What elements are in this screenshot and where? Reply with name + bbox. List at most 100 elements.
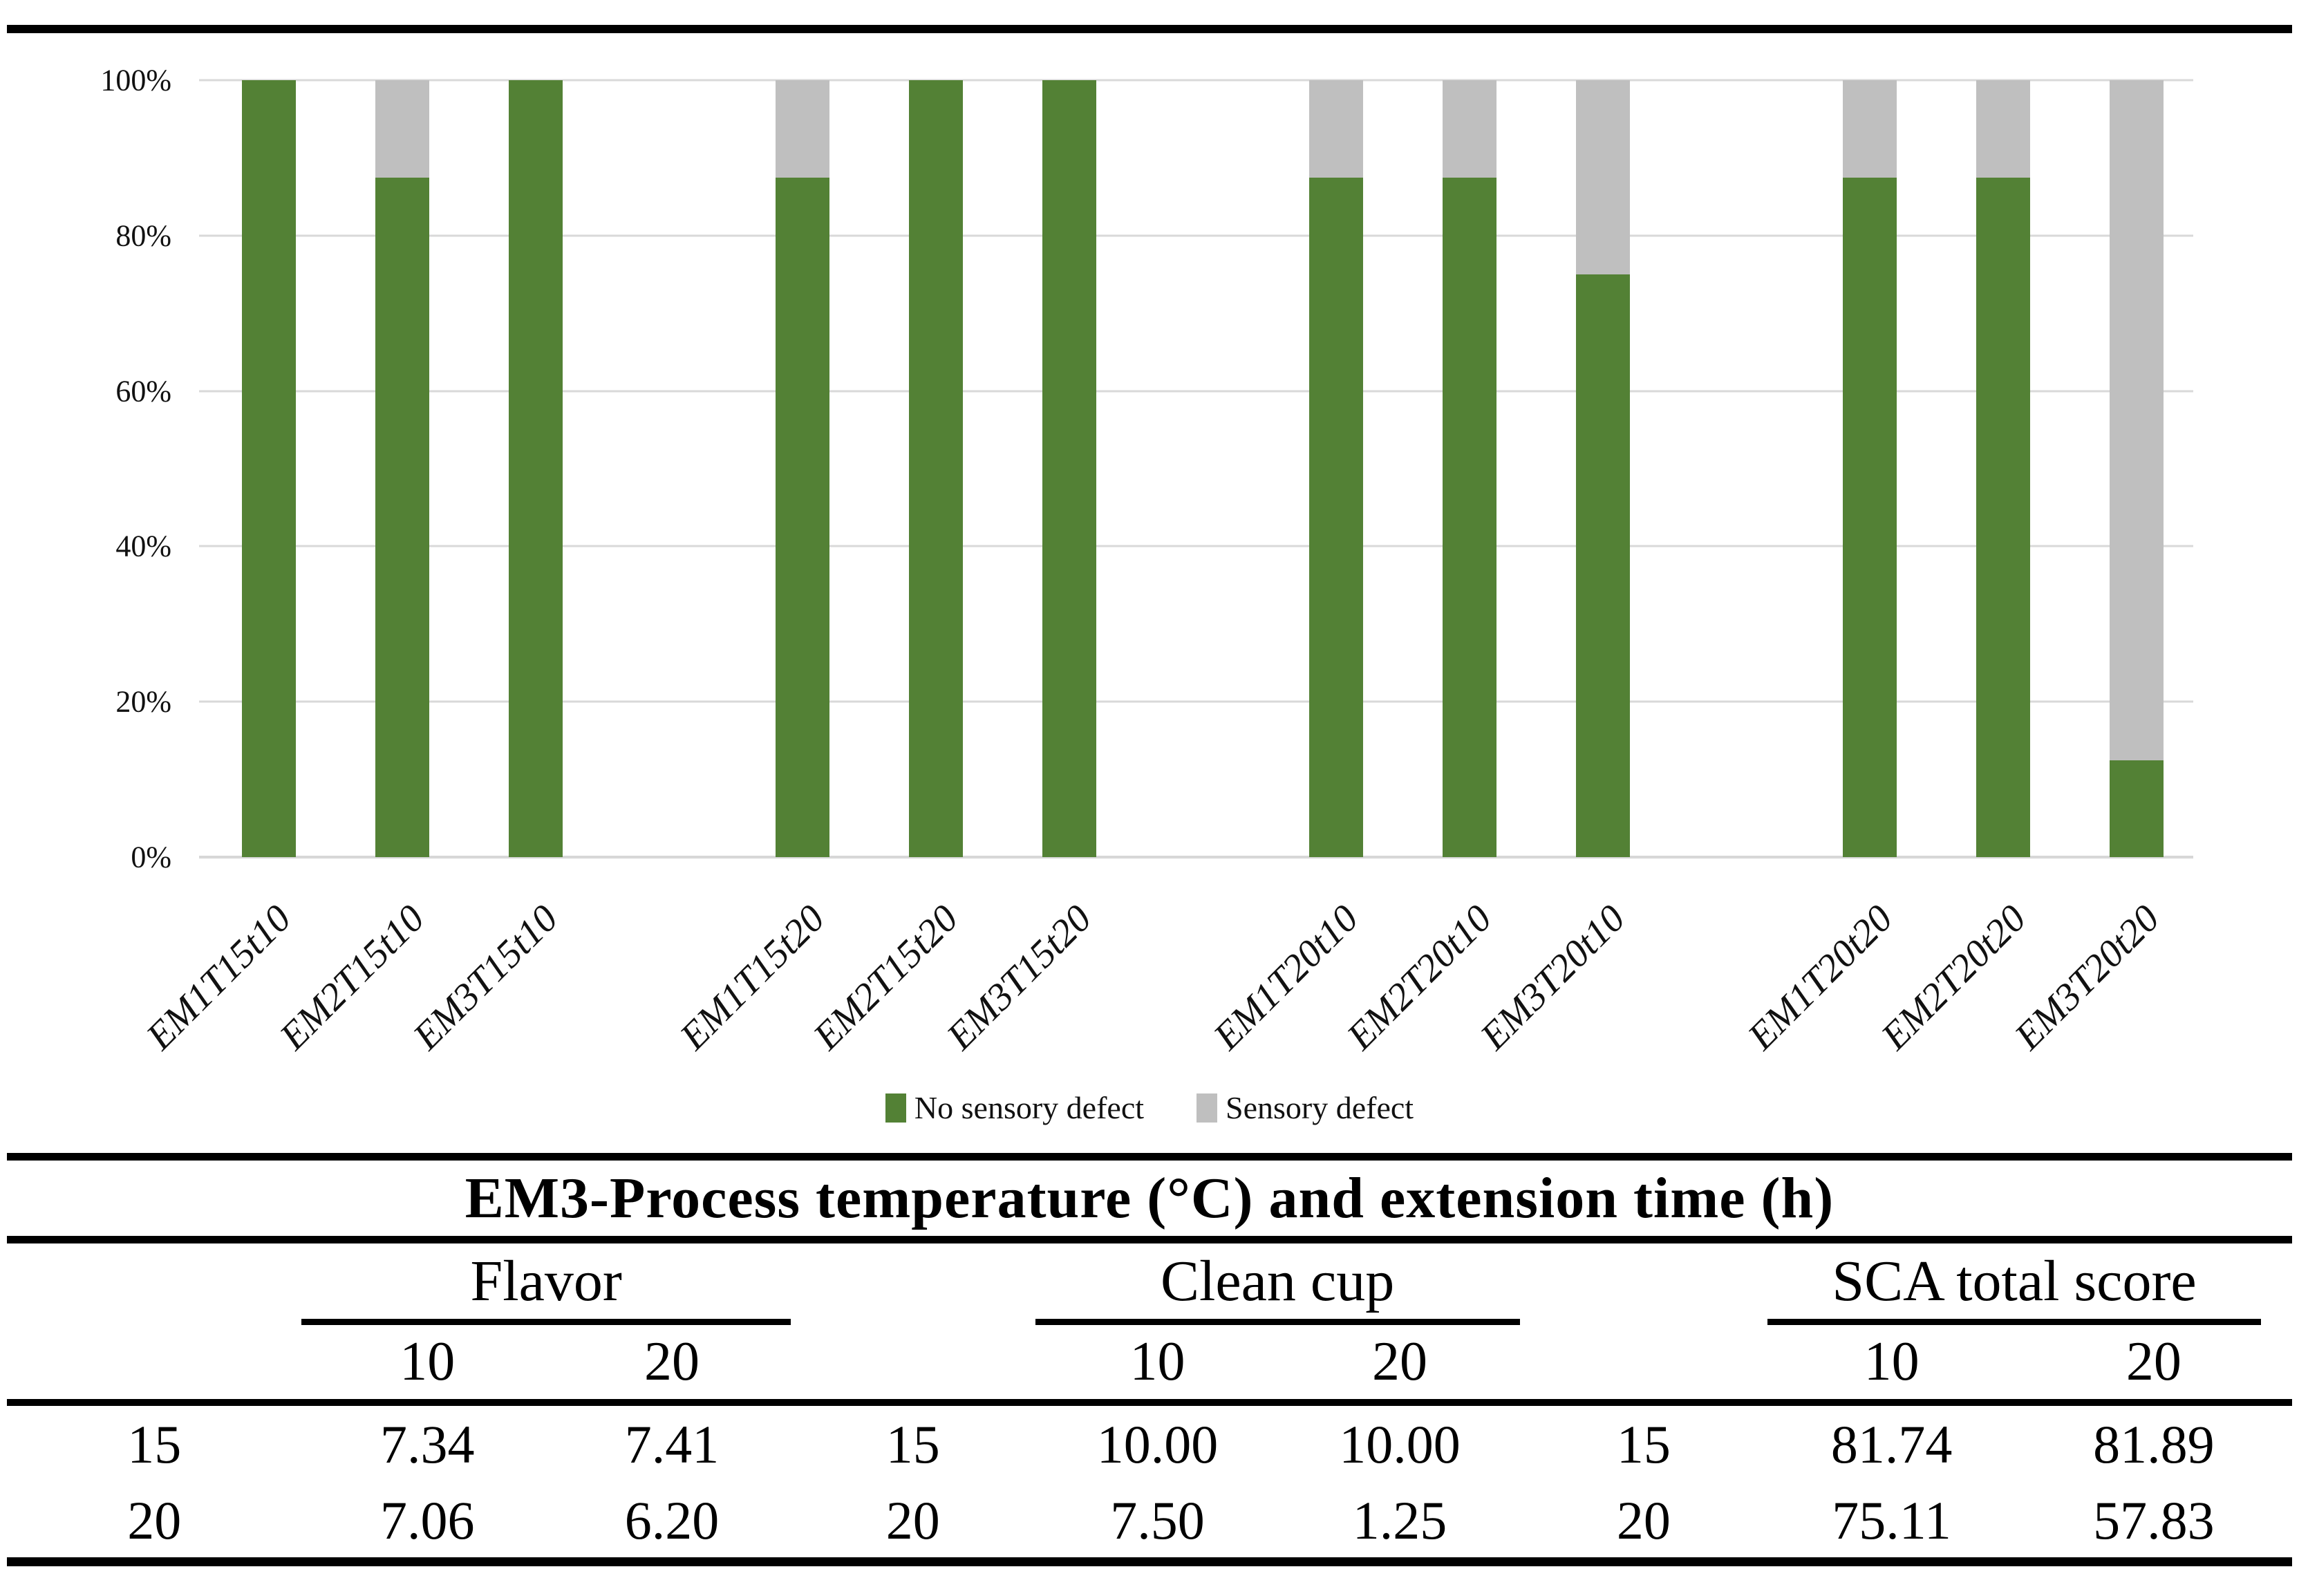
subheader-cleancup-10: 10 <box>1129 1331 1185 1392</box>
bar-segment-sensory-defect <box>776 80 829 178</box>
subheader-spacer <box>7 1325 301 1399</box>
table-cell: 15 <box>127 1414 182 1474</box>
table-cell: 81.74 <box>1830 1414 1953 1474</box>
y-tick-label: 40% <box>115 529 171 563</box>
table-cell: 7.41 <box>624 1414 720 1474</box>
legend-label: No sensory defect <box>914 1090 1145 1125</box>
header-rule <box>7 1399 2292 1406</box>
subheader-cleancup-20: 20 <box>1371 1331 1427 1392</box>
bar-em1t15t20 <box>776 80 829 857</box>
subheader-flavor-20: 20 <box>644 1331 700 1392</box>
x-tick-label: EM1T15t10 <box>138 896 300 1058</box>
table-cell: 20 <box>1616 1490 1671 1550</box>
bar-em3t20t20 <box>2110 80 2164 857</box>
table-cell: 75.11 <box>1832 1490 1951 1550</box>
plot-area <box>199 79 2193 858</box>
y-tick-label: 80% <box>115 218 171 253</box>
bar-segment-no-sensory-defect <box>909 80 963 857</box>
bottom-rule <box>7 1557 2292 1566</box>
gridline <box>199 234 2193 237</box>
header-spacer <box>1520 1243 1768 1325</box>
table-cell: 15 <box>885 1414 940 1474</box>
bar-segment-sensory-defect <box>1309 80 1363 178</box>
x-tick-label: EM2T15t20 <box>805 896 967 1058</box>
table-cell: 10.00 <box>1096 1414 1219 1474</box>
table-cell: 57.83 <box>2093 1490 2215 1550</box>
bar-segment-sensory-defect <box>1843 80 1897 178</box>
bar-segment-no-sensory-defect <box>509 80 563 857</box>
table-cell: 81.89 <box>2093 1414 2215 1474</box>
x-tick-label: EM1T15t20 <box>672 896 834 1058</box>
x-axis-labels: EM1T15t10 EM2T15t10 EM3T15t10 EM1T15t20 EM2T… <box>138 896 2193 1090</box>
bar-em3t15t10 <box>509 80 563 857</box>
bar-em1t20t10 <box>1309 80 1363 857</box>
table-cell: 1.25 <box>1352 1490 1447 1550</box>
x-tick-label: EM3T20t20 <box>2006 896 2168 1058</box>
gridline <box>199 79 2193 82</box>
bar-em3t20t10 <box>1576 80 1630 857</box>
bar-segment-sensory-defect <box>375 80 429 178</box>
bar-em2t15t20 <box>909 80 963 857</box>
bar-segment-no-sensory-defect <box>1309 177 1363 857</box>
bar-em1t15t10 <box>242 80 296 857</box>
bar-em2t20t10 <box>1443 80 1496 857</box>
header-spacer <box>7 1243 301 1325</box>
legend-swatch <box>885 1093 906 1123</box>
gridline <box>199 700 2193 703</box>
y-axis: 100% 80% 60% 40% 20% 0% <box>0 64 174 874</box>
bar-segment-no-sensory-defect <box>1576 274 1630 857</box>
legend-label: Sensory defect <box>1226 1090 1414 1125</box>
legend: No sensory defect Sensory defect <box>0 1089 2299 1126</box>
x-tick-label: EM3T20t10 <box>1472 896 1634 1058</box>
bar-segment-no-sensory-defect <box>1042 80 1096 857</box>
legend-item: Sensory defect <box>1197 1089 1414 1126</box>
gridline <box>199 856 2193 858</box>
bar-em2t20t20 <box>1976 80 2030 857</box>
bar-segment-sensory-defect <box>1443 80 1496 178</box>
header-spacer <box>791 1243 1035 1325</box>
subheader-spacer <box>1520 1325 1768 1399</box>
legend-swatch <box>1197 1093 1218 1123</box>
subheader-flavor-10: 10 <box>400 1331 456 1392</box>
x-tick-label: EM1T20t10 <box>1205 896 1367 1058</box>
y-tick-label: 20% <box>115 684 171 719</box>
top-rule <box>7 25 2292 33</box>
table-cell: 7.34 <box>380 1414 475 1474</box>
table-cell: 6.20 <box>624 1490 720 1550</box>
header-flavor: Flavor <box>301 1243 791 1325</box>
bar-segment-no-sensory-defect <box>1976 177 2030 857</box>
bar-segment-sensory-defect <box>2110 80 2164 760</box>
gridline <box>199 390 2193 393</box>
table-cell: 15 <box>1616 1414 1671 1474</box>
table-cell: 20 <box>127 1490 182 1550</box>
table-cell: 7.50 <box>1110 1490 1205 1550</box>
bar-em2t15t10 <box>375 80 429 857</box>
table-title: EM3-Process temperature (°C) and extensi… <box>7 1161 2292 1243</box>
subheader-sca-20: 20 <box>2126 1331 2181 1392</box>
x-tick-label: EM3T15t10 <box>405 896 567 1058</box>
bar-segment-no-sensory-defect <box>1443 177 1496 857</box>
bar-segment-no-sensory-defect <box>1843 177 1897 857</box>
y-tick-label: 60% <box>115 374 171 409</box>
bar-segment-no-sensory-defect <box>2110 760 2164 857</box>
y-tick-label: 0% <box>131 840 171 874</box>
x-tick-label: EM2T15t10 <box>272 896 433 1058</box>
table-cell: 7.06 <box>380 1490 475 1550</box>
table-cell: 20 <box>885 1490 940 1550</box>
x-tick-label: EM3T15t20 <box>939 896 1100 1058</box>
legend-item: No sensory defect <box>885 1089 1144 1126</box>
table-cell: 10.00 <box>1339 1414 1461 1474</box>
bar-em1t20t20 <box>1843 80 1897 857</box>
gridline <box>199 545 2193 547</box>
bar-segment-no-sensory-defect <box>375 177 429 857</box>
bar-segment-no-sensory-defect <box>242 80 296 857</box>
header-sca-total-score: SCA total score <box>1767 1243 2261 1325</box>
bar-segment-sensory-defect <box>1976 80 2030 178</box>
y-tick-label: 100% <box>100 63 171 97</box>
bar-segment-sensory-defect <box>1576 80 1630 274</box>
x-tick-label: EM2T20t10 <box>1339 896 1501 1058</box>
header-clean-cup: Clean cup <box>1035 1243 1520 1325</box>
x-tick-label: EM1T20t20 <box>1739 896 1901 1058</box>
bar-segment-no-sensory-defect <box>776 177 829 857</box>
